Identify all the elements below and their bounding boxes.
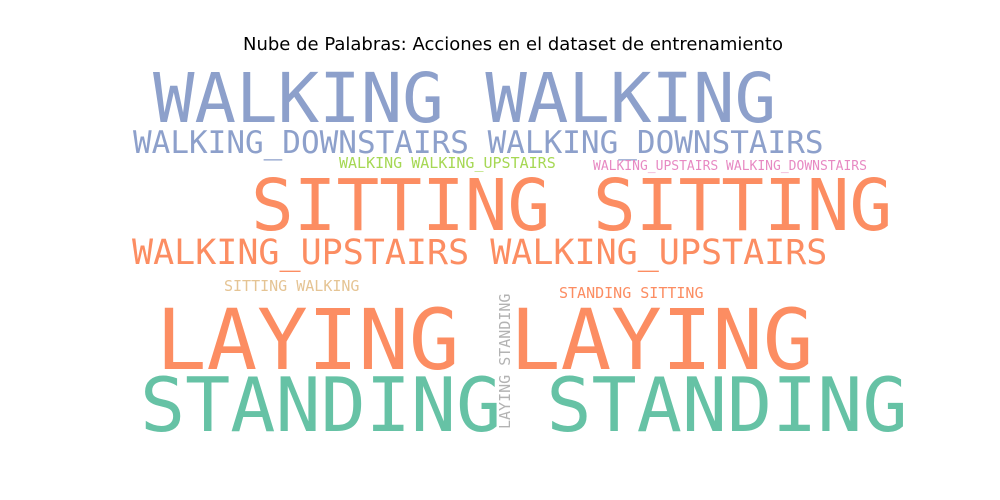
figure-title: Nube de Palabras: Acciones en el dataset… — [243, 34, 783, 55]
word-standing-sitting: STANDING SITTING — [559, 284, 704, 302]
word-walking-upstairs-pair: WALKING_UPSTAIRS WALKING_UPSTAIRS — [132, 233, 828, 273]
word-walking-walking-upstairs: WALKING WALKING_UPSTAIRS — [339, 154, 556, 172]
word-standing-standing: STANDING STANDING — [140, 361, 908, 449]
word-sitting-sitting: SITTING SITTING — [251, 164, 893, 247]
word-walking-upstairs-walking-downstairs: WALKING_UPSTAIRS WALKING_DOWNSTAIRS — [593, 159, 867, 174]
word-walking-downstairs-pair: WALKING_DOWNSTAIRS WALKING_DOWNSTAIRS — [133, 125, 824, 161]
word-cloud: WALKING WALKING WALKING_DOWNSTAIRS WALKI… — [130, 58, 908, 443]
word-sitting-walking: SITTING WALKING — [224, 277, 360, 295]
word-walking-walking: WALKING WALKING — [153, 59, 777, 139]
word-laying-laying: LAYING LAYING — [156, 291, 814, 389]
